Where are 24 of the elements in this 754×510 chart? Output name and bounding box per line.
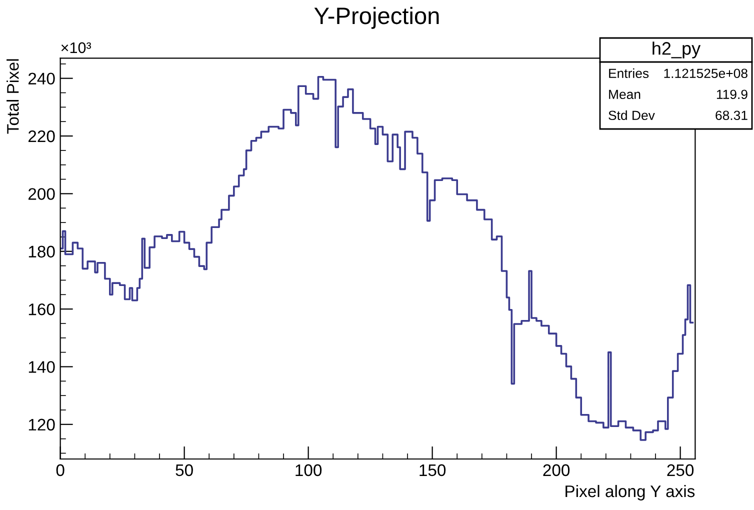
y-tick-label: 140 bbox=[28, 361, 55, 373]
x-tick-label: 200 bbox=[543, 464, 570, 476]
x-tick-label: 150 bbox=[420, 464, 446, 476]
text: 68.31 bbox=[716, 110, 748, 120]
x-tick-label: 250 bbox=[667, 464, 694, 476]
y-tick-label: 220 bbox=[28, 130, 55, 142]
annotation: h2_py bbox=[652, 42, 701, 58]
x-tick-label: 0 bbox=[56, 464, 64, 476]
y-tick-label: 200 bbox=[28, 188, 55, 200]
text: ×10³ bbox=[61, 42, 92, 54]
x-tick-label: 100 bbox=[296, 464, 322, 476]
chart-title: Y-Projection bbox=[314, 6, 439, 29]
y-tick-label: 180 bbox=[28, 246, 55, 258]
y-tick-label: 160 bbox=[28, 303, 55, 316]
x-axis-title: Pixel along Y axis bbox=[566, 484, 695, 500]
y-tick-label: 120 bbox=[28, 418, 55, 431]
text: 119.9 bbox=[716, 90, 748, 100]
annotation: 1.121525e+08 bbox=[664, 68, 748, 78]
x-tick-label: 50 bbox=[176, 464, 193, 476]
annotation: Mean bbox=[609, 90, 640, 100]
annotation: Std Dev bbox=[608, 110, 655, 120]
y-tick-label: 240 bbox=[28, 72, 55, 85]
y-axis-title: Total Pixel bbox=[6, 59, 19, 134]
annotation: Entries bbox=[609, 68, 649, 78]
